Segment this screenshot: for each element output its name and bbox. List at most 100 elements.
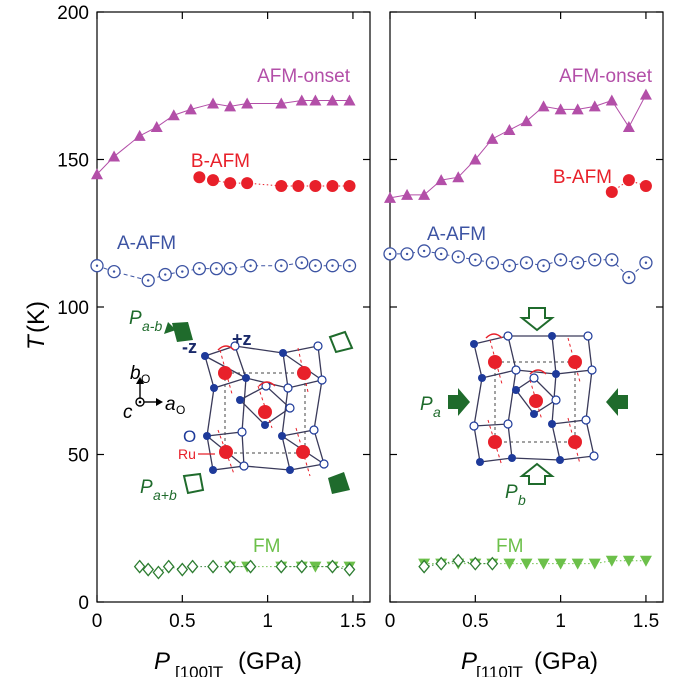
right-series-group: AFM-onset B-AFM A-AFM FM (383, 66, 653, 574)
right-x-title-sub: [110]T (476, 663, 523, 677)
left-panel: 0 50 100 150 200 0 0.5 1 1.5 AFM-onset B-AFM A-AF… (23, 3, 371, 677)
data-point-triangle (343, 94, 356, 106)
o-label: O (183, 427, 196, 446)
data-point-circle (292, 180, 305, 193)
data-point-triangle (275, 97, 288, 109)
data-point-open-circle (468, 253, 482, 267)
data-point-diamond (469, 556, 482, 571)
open-arrow-icon (328, 330, 354, 354)
right-x-ticks: 0 0.5 1 1.5 (385, 12, 659, 632)
data-point-triangle (435, 174, 448, 186)
p-a-sub: a (433, 404, 441, 420)
data-point-triangle (503, 124, 516, 135)
p-ab-plus-label: P (140, 477, 153, 498)
x-tick-label: 1 (262, 611, 273, 632)
data-point-diamond (142, 562, 155, 577)
series-label: FM (496, 536, 523, 557)
o-atoms (201, 341, 329, 474)
data-point-open-circle (605, 253, 619, 267)
y-tick-label: 50 (68, 446, 89, 467)
data-point-diamond (186, 559, 199, 574)
inset-left-structure: P a-b -z +z b O a O c O Ru P a+b (123, 308, 354, 503)
data-point-open-circle (223, 261, 237, 276)
data-point-triangle-down (520, 558, 533, 570)
data-point-circle (241, 177, 254, 190)
data-point-diamond (152, 565, 165, 580)
data-point-triangle (571, 103, 584, 115)
data-point-triangle (418, 188, 431, 200)
rotation-arrow-icon (485, 333, 503, 339)
x-tick-label: 0 (385, 611, 396, 632)
filled-arrow-left-icon (606, 388, 628, 416)
series-label: FM (253, 536, 280, 557)
data-point-triangle (452, 171, 465, 183)
data-point-circle (622, 174, 635, 187)
b-axis-sub: O (141, 372, 150, 386)
left-x-axis-title: P [100]T (GPa) (154, 648, 302, 677)
p-ab-minus-label: P (129, 308, 142, 329)
filled-arrow-icon (164, 322, 176, 334)
ru-atom (488, 435, 502, 449)
data-point-open-circle (209, 261, 224, 276)
p-ab-minus-sub: a-b (142, 318, 162, 334)
left-x-title-p: P (154, 648, 170, 675)
data-point-open-circle (400, 247, 414, 261)
data-point-open-circle (553, 253, 568, 267)
ru-atom (297, 366, 311, 380)
data-point-triangle (133, 129, 146, 141)
ru-atom (258, 405, 272, 419)
data-point-triangle-down (503, 558, 516, 570)
data-point-triangle-down (309, 561, 322, 573)
data-point-diamond (486, 556, 499, 571)
ru-label: Ru (178, 446, 196, 462)
data-point-triangle (554, 103, 567, 115)
p-b-sub: b (518, 492, 526, 508)
series-label: A-AFM (117, 233, 176, 254)
data-point-open-circle (274, 259, 288, 273)
data-point-circle (605, 185, 618, 198)
data-point-triangle (520, 115, 533, 127)
open-arrow-up-icon (519, 462, 555, 485)
right-panel: 0 0.5 1 1.5 AFM-onset B-AFM A-AFM FM P [110]T … (383, 11, 664, 677)
left-y-ticks: 0 50 100 150 200 (57, 3, 370, 614)
rotation-arrows (485, 333, 547, 375)
data-point-diamond (275, 559, 288, 574)
filled-arrow-icon (328, 472, 350, 494)
b-axis-arrow-icon (136, 377, 144, 384)
x-tick-label: 0 (92, 611, 103, 632)
data-point-open-circle (158, 267, 172, 282)
data-point-open-circle (243, 259, 258, 273)
data-point-open-circle (175, 264, 189, 279)
data-point-triangle (224, 100, 237, 112)
y-title-unit: (K) (23, 301, 50, 333)
minus-z-label: -z (182, 337, 197, 357)
series-line (389, 94, 647, 199)
data-point-open-circle (295, 256, 309, 270)
data-point-triangle (605, 94, 618, 106)
ru-atom (218, 366, 232, 380)
data-point-triangle (486, 132, 499, 144)
x-tick-label: 0.5 (462, 611, 488, 632)
ru-atom (568, 355, 582, 369)
data-point-triangle (537, 100, 550, 112)
right-x-title-p: P (461, 648, 477, 675)
open-arrow-icon (182, 472, 205, 495)
data-point-diamond (207, 559, 219, 574)
left-x-ticks: 0 0.5 1 1.5 (92, 12, 366, 632)
series-label: B-AFM (553, 167, 612, 188)
inset-right-structure: P a P b (420, 307, 628, 508)
right-x-title-unit: (GPa) (534, 648, 598, 675)
data-point-circle (326, 180, 339, 193)
data-point-circle (275, 180, 288, 193)
rotation-arrow-icon (258, 381, 276, 387)
y-tick-label: 0 (78, 593, 89, 614)
data-point-triangle (184, 103, 197, 115)
data-point-diamond (244, 559, 257, 574)
data-point-triangle (469, 153, 482, 165)
data-point-circle (193, 171, 206, 184)
series-line (390, 250, 647, 279)
ru-atom (529, 394, 543, 408)
data-point-triangle (622, 121, 635, 133)
data-point-diamond (418, 559, 430, 574)
series-label: A-AFM (427, 224, 486, 245)
